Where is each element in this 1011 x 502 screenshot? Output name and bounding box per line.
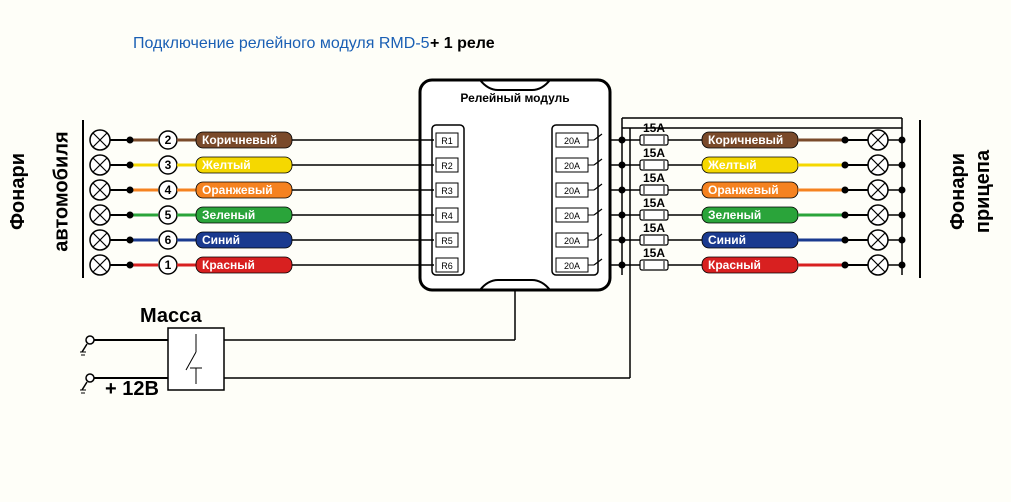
- color-label-right: Оранжевый: [702, 182, 798, 198]
- channel-number: 3: [159, 156, 177, 174]
- color-label-text: Желтый: [707, 158, 757, 172]
- color-label-left: Синий: [196, 232, 292, 248]
- color-label-left: Оранжевый: [196, 182, 292, 198]
- relay-pin-label: R2: [441, 161, 453, 171]
- svg-text:4: 4: [165, 183, 172, 197]
- color-label-left: Коричневый: [196, 132, 292, 148]
- color-label-text: Синий: [202, 233, 240, 247]
- car-bulb: [90, 180, 110, 200]
- svg-text:15А: 15А: [643, 196, 665, 210]
- title-main: Подключение релейного модуля RMD-5: [133, 35, 430, 52]
- fuse: 15А: [640, 196, 668, 220]
- trailer-bulb: [868, 130, 888, 150]
- relay-amp-label: 20А: [564, 261, 580, 271]
- fuse: 15А: [640, 146, 668, 170]
- fuse: 15А: [640, 221, 668, 245]
- channel-number: 2: [159, 131, 177, 149]
- svg-text:15А: 15А: [643, 171, 665, 185]
- color-label-right: Желтый: [702, 157, 798, 173]
- relay-amp-label: 20А: [564, 211, 580, 221]
- color-label-text: Синий: [708, 233, 746, 247]
- svg-text:5: 5: [165, 208, 172, 222]
- color-label-left: Зеленый: [196, 207, 292, 223]
- color-label-right: Зеленый: [702, 207, 798, 223]
- left-label-2: автомобиля: [51, 131, 74, 251]
- channel-number: 1: [159, 256, 177, 274]
- car-bulb: [90, 255, 110, 275]
- svg-text:6: 6: [165, 233, 172, 247]
- car-bulb: [90, 230, 110, 250]
- car-bulb: [90, 205, 110, 225]
- color-label-right: Коричневый: [702, 132, 798, 148]
- color-label-right: Красный: [702, 257, 798, 273]
- channel-number: 4: [159, 181, 177, 199]
- color-label-text: Зеленый: [708, 208, 761, 222]
- color-label-text: Красный: [202, 258, 255, 272]
- color-label-text: Оранжевый: [708, 183, 779, 197]
- relay-pin-label: R6: [441, 261, 453, 271]
- right-label-2: прицепа: [972, 150, 995, 233]
- color-label-text: Красный: [708, 258, 761, 272]
- svg-text:15А: 15А: [643, 246, 665, 260]
- svg-text:3: 3: [165, 158, 172, 172]
- relay-amp-label: 20А: [564, 136, 580, 146]
- color-label-text: Желтый: [201, 158, 251, 172]
- channel-number: 6: [159, 231, 177, 249]
- relay-pin-label: R1: [441, 136, 453, 146]
- car-bulb: [90, 130, 110, 150]
- module-label: Релейный модуль: [460, 91, 569, 105]
- trailer-bulb: [868, 205, 888, 225]
- car-bulb: [90, 155, 110, 175]
- svg-text:1: 1: [165, 258, 172, 272]
- left-label-1: Фонари: [7, 153, 30, 230]
- relay-amp-label: 20А: [564, 186, 580, 196]
- fuse: 15А: [640, 171, 668, 195]
- color-label-text: Коричневый: [708, 133, 783, 147]
- fuse: 15A: [640, 121, 668, 145]
- color-label-right: Синий: [702, 232, 798, 248]
- title-suffix: + 1 реле: [430, 35, 495, 52]
- power-label: + 12В: [105, 378, 159, 400]
- relay-pin-label: R3: [441, 186, 453, 196]
- right-label-1: Фонари: [947, 153, 970, 230]
- trailer-bulb: [868, 155, 888, 175]
- svg-text:15А: 15А: [643, 221, 665, 235]
- channel-number: 5: [159, 206, 177, 224]
- color-label-left: Желтый: [196, 157, 292, 173]
- color-label-text: Оранжевый: [202, 183, 273, 197]
- relay-pin-label: R4: [441, 211, 453, 221]
- svg-text:15А: 15А: [643, 146, 665, 160]
- trailer-bulb: [868, 230, 888, 250]
- ground-label: Масса: [140, 305, 203, 327]
- fuse: 15А: [640, 246, 668, 270]
- relay-amp-label: 20А: [564, 236, 580, 246]
- trailer-bulb: [868, 180, 888, 200]
- color-label-text: Коричневый: [202, 133, 277, 147]
- relay-pin-label: R5: [441, 236, 453, 246]
- svg-text:15A: 15A: [643, 121, 665, 135]
- relay-amp-label: 20А: [564, 161, 580, 171]
- color-label-left: Красный: [196, 257, 292, 273]
- svg-text:2: 2: [165, 133, 172, 147]
- trailer-bulb: [868, 255, 888, 275]
- wiring-diagram: Подключение релейного модуля RMD-5 + 1 р…: [0, 0, 1011, 502]
- color-label-text: Зеленый: [202, 208, 255, 222]
